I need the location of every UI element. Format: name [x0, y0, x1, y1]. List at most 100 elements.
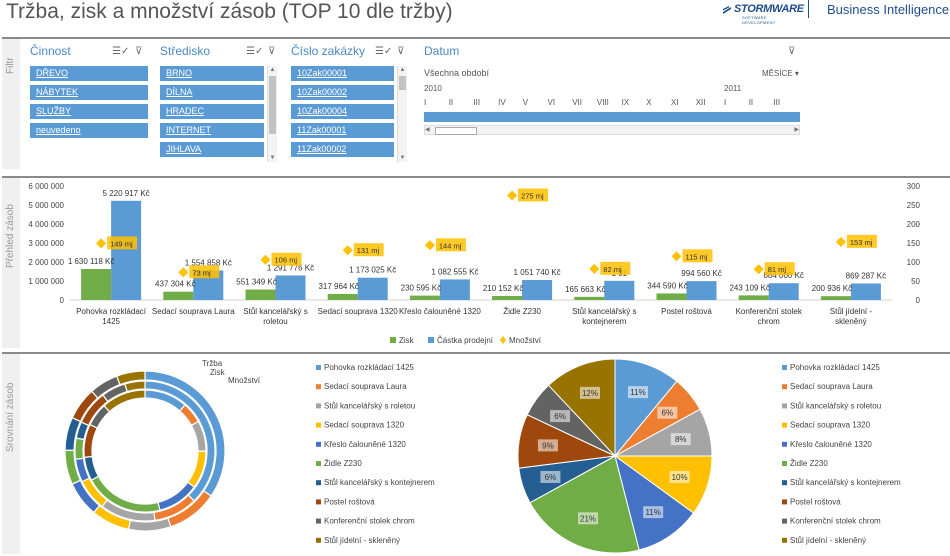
legend-swatch — [428, 337, 434, 343]
legend-swatch — [500, 336, 506, 344]
timeline-month[interactable]: III — [473, 98, 481, 107]
pie-label-bg — [657, 406, 678, 419]
slicer-item[interactable]: INTERNET — [160, 123, 264, 138]
pie-slice — [614, 358, 678, 458]
pie-data-label: 11% — [645, 508, 660, 517]
timeline-level-select[interactable]: MĚSÍCE ▾ — [762, 69, 799, 78]
timeline-month[interactable]: IX — [621, 98, 630, 107]
slicer-item[interactable]: DÍLNA — [160, 85, 264, 100]
timeline-month[interactable]: VIII — [596, 98, 609, 107]
multi-select-icon[interactable]: ☰✓ — [246, 46, 264, 57]
x-tick-label: Postel roštová — [661, 307, 712, 316]
slicer-item[interactable]: 11Zak00002 — [291, 142, 394, 157]
slicer-item[interactable]: BRNO — [160, 66, 264, 81]
slicer-item[interactable]: DŘEVO — [30, 66, 148, 81]
timeline-month[interactable]: V — [522, 98, 529, 107]
x-tick-label: Sedací souprava 1320 — [318, 307, 399, 316]
data-label-mnozstvi: 153 mj — [850, 238, 873, 247]
filters-section-label: Filtr — [5, 57, 16, 74]
clear-filter-icon[interactable]: ⊽ — [268, 46, 276, 57]
slicer-item[interactable]: 11Zak00001 — [291, 123, 394, 138]
pie-label-bg — [669, 470, 690, 483]
timeline-month[interactable]: II — [748, 98, 754, 107]
timeline-month[interactable]: X — [646, 98, 652, 107]
timeline-month[interactable]: XI — [671, 98, 679, 107]
data-label-zisk: 344 590 Kč — [647, 281, 687, 290]
slicer-title: Činnost — [30, 44, 71, 58]
bar-castka — [439, 279, 470, 300]
timeline-selection-bar[interactable] — [424, 112, 800, 122]
timeline-scrollbar[interactable]: ◀ ▶ — [424, 125, 800, 135]
page-title: Tržba, zisk a množství zásob (TOP 10 dle… — [6, 0, 453, 23]
slicer-scrollbar[interactable]: ▲ ▼ — [267, 66, 277, 162]
bar-zisk — [81, 269, 112, 300]
scroll-up-icon[interactable]: ▲ — [399, 67, 406, 73]
comparison-section-label: Srovnání zásob — [5, 382, 16, 453]
ring-label: Množství — [228, 376, 261, 385]
y2-tick-label: 0 — [916, 296, 921, 305]
pie-data-label: 6% — [554, 412, 566, 421]
timeline-month[interactable]: I — [724, 98, 727, 107]
scroll-left-icon[interactable]: ◀ — [425, 127, 430, 133]
timeline-month[interactable]: VII — [572, 98, 582, 107]
multi-select-icon[interactable]: ☰✓ — [112, 46, 130, 57]
scroll-down-icon[interactable]: ▼ — [399, 155, 406, 161]
scroll-thumb[interactable] — [435, 127, 477, 135]
clear-filter-icon[interactable]: ⊽ — [135, 46, 143, 57]
timeline-month[interactable]: III — [773, 98, 781, 107]
scroll-right-icon[interactable]: ▶ — [794, 127, 799, 133]
data-label-zisk: 1 630 118 Kč — [68, 257, 115, 266]
legend-label: Stůl jídelní - skleněný — [324, 536, 400, 545]
pie-slice — [529, 455, 640, 554]
marker-mnozstvi — [260, 254, 271, 265]
pie-slice — [614, 454, 695, 551]
x-tick-label: Stůl jídelní -skleněný — [830, 307, 873, 326]
slicer-item[interactable]: NÁBYTEK — [30, 85, 148, 100]
header-separator — [808, 0, 809, 18]
y2-tick-label: 50 — [911, 277, 920, 286]
slicer-item[interactable]: HRADEC — [160, 104, 264, 119]
timeline-month[interactable]: IV — [498, 98, 506, 107]
pie-data-label: 8% — [675, 435, 687, 444]
overview-section-bar — [2, 178, 20, 348]
slicer-item[interactable]: neuvedeno — [30, 123, 148, 138]
slicer-activity: Činnost ☰✓ ⊽ DŘEVO NÁBYTEK SLUŽBY neuved… — [30, 44, 154, 164]
data-label-zisk: 437 304 Kč — [155, 280, 195, 289]
multi-select-icon[interactable]: ☰✓ — [375, 46, 393, 57]
scroll-up-icon[interactable]: ▲ — [269, 67, 276, 73]
data-label-zisk: 230 595 Kč — [401, 284, 441, 293]
timeline-month[interactable]: II — [448, 98, 454, 107]
slicer-order: Číslo zakázky ☰✓ ⊽ 10Zak00001 10Zak00002… — [291, 44, 415, 164]
data-label-zisk: 200 936 Kč — [812, 284, 852, 293]
timeline-month[interactable]: XII — [695, 98, 706, 107]
marker-mnozstvi — [424, 240, 435, 251]
slicer-item[interactable]: SLUŽBY — [30, 104, 148, 119]
legend-label: Stůl kancelářský s roletou — [324, 401, 415, 410]
x-tick-label: Sedací souprava Laura — [152, 307, 235, 316]
data-label-castka: 1 554 858 Kč — [185, 258, 232, 267]
stormware-logo: STORMWARE SOFTWARE DEVELOPMENT — [722, 3, 804, 25]
clear-filter-icon[interactable]: ⊽ — [788, 46, 796, 57]
slicer-item[interactable]: 10Zak00001 — [291, 66, 394, 81]
scroll-thumb[interactable] — [399, 76, 406, 90]
slicer-item[interactable]: 10Zak00002 — [291, 85, 394, 100]
slicer-scrollbar[interactable]: ▲ ▼ — [397, 66, 407, 162]
slicer-item[interactable]: JIHLAVA — [160, 142, 264, 157]
y2-tick-label: 250 — [907, 201, 921, 210]
logo-mark-icon — [723, 6, 731, 14]
scroll-down-icon[interactable]: ▼ — [269, 155, 276, 161]
timeline-month[interactable]: VI — [547, 98, 556, 107]
y-tick-label: 5 000 000 — [28, 201, 64, 210]
legend-label: Židle Z230 — [790, 459, 828, 468]
x-tick-label: Stůl kancelářský s kontejnerem — [572, 307, 636, 326]
data-label-mnozstvi: 131 mj — [357, 246, 380, 255]
legend-label: Postel roštová — [324, 497, 375, 506]
donut-slice — [124, 380, 146, 393]
data-label-zisk: 551 349 Kč — [236, 278, 276, 287]
clear-filter-icon[interactable]: ⊽ — [397, 46, 405, 57]
scroll-thumb[interactable] — [269, 76, 276, 134]
data-label-mnozstvi: 149 mj — [110, 239, 133, 248]
timeline-month[interactable]: I — [424, 98, 427, 107]
slicer-item[interactable]: 10Zak00004 — [291, 104, 394, 119]
data-label-bg-mnozstvi — [353, 243, 384, 257]
